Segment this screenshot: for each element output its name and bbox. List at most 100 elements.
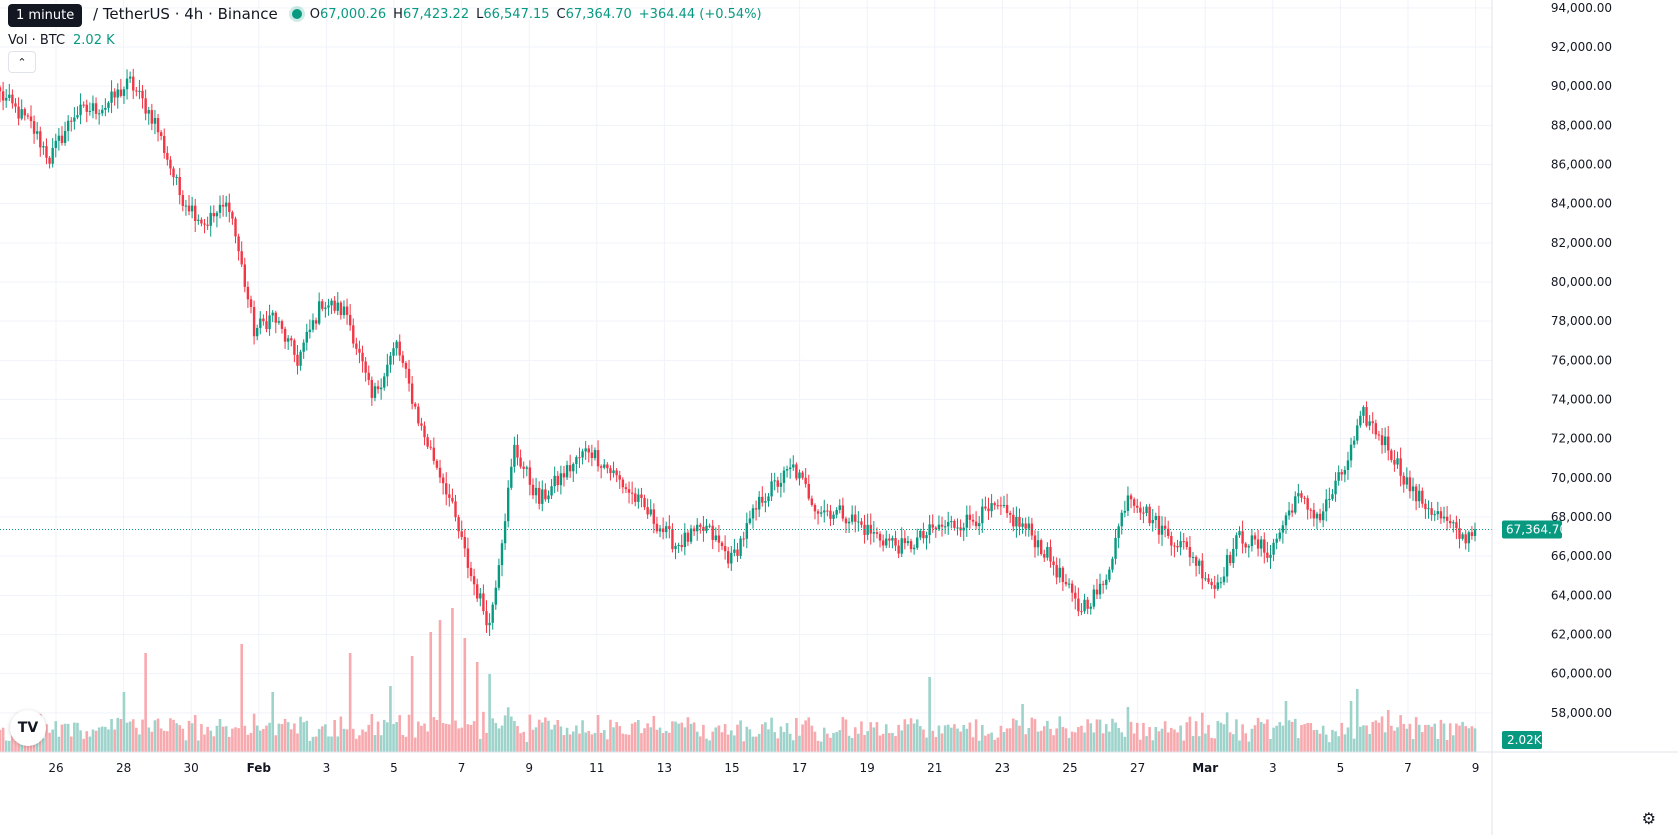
candle — [265, 310, 268, 333]
market-status-icon[interactable] — [291, 9, 302, 19]
collapse-legend-button[interactable]: ⌃ — [8, 51, 36, 73]
volume-bar — [258, 730, 262, 752]
candle — [410, 375, 414, 410]
candle-body — [692, 528, 696, 532]
volume-bar — [460, 727, 464, 752]
candle-body — [798, 472, 801, 479]
candle-body — [857, 521, 860, 523]
volume-bar — [788, 733, 792, 752]
candle-body — [296, 354, 299, 366]
candle — [333, 296, 336, 314]
volume-bar — [1448, 723, 1452, 752]
volume-bar — [209, 730, 213, 752]
candle — [1198, 558, 1201, 575]
candle-body — [1219, 582, 1223, 584]
candle — [414, 402, 417, 410]
candle — [590, 444, 594, 467]
volume-bar — [525, 741, 529, 752]
volume-bars — [0, 608, 1477, 752]
volume-bar — [903, 719, 907, 752]
volume-bar — [1393, 730, 1396, 752]
volume-bar — [417, 721, 420, 752]
candle-body — [1052, 561, 1055, 565]
volume-bar — [705, 738, 708, 752]
candle — [1356, 418, 1359, 445]
candle-body — [1101, 583, 1105, 585]
candle — [491, 602, 494, 630]
volume-bar — [218, 718, 222, 752]
volume-bar — [522, 731, 525, 752]
symbol-title[interactable]: / TetherUS · 4h · Binance — [93, 5, 278, 23]
candle — [903, 530, 907, 550]
volume-bar — [748, 729, 752, 752]
candle-body — [720, 542, 724, 547]
candle — [646, 498, 649, 519]
candle-body — [1387, 436, 1390, 451]
candle — [1117, 523, 1120, 549]
volume-bar — [689, 723, 693, 752]
time-tick-label: 7 — [1404, 761, 1412, 775]
candle — [1145, 504, 1148, 517]
volume-bar — [999, 725, 1003, 752]
candle-body — [60, 135, 64, 143]
volume-bar — [1430, 726, 1433, 752]
candle-body — [463, 536, 467, 549]
volume-bar — [509, 716, 513, 752]
candle — [1253, 532, 1257, 545]
candle-body — [141, 90, 144, 99]
candle-body — [184, 205, 188, 207]
candle-body — [1346, 460, 1350, 471]
volume-bar — [169, 718, 172, 752]
volume-bar — [193, 715, 197, 752]
candle-body — [881, 540, 885, 546]
candle-body — [745, 523, 748, 539]
volume-bar — [1176, 732, 1179, 752]
candle-body — [1241, 531, 1244, 544]
candle-body — [1077, 598, 1080, 612]
candle — [472, 568, 476, 596]
volume-bar — [1135, 722, 1139, 752]
candle-body — [311, 320, 315, 330]
volume-bar — [1331, 729, 1334, 752]
candle-body — [1247, 546, 1250, 548]
candle — [630, 481, 634, 505]
candle-body — [1334, 480, 1337, 495]
candle — [925, 531, 928, 550]
candle — [283, 326, 287, 349]
candle-body — [823, 510, 826, 513]
candle — [82, 101, 85, 108]
candle-body — [1269, 554, 1272, 558]
candle-body — [448, 494, 451, 498]
volume-bar — [1244, 733, 1247, 752]
settings-gear-icon[interactable]: ⚙ — [1641, 811, 1656, 828]
candle — [826, 503, 829, 517]
tradingview-logo[interactable]: TV — [10, 710, 46, 746]
candle-body — [541, 489, 544, 504]
time-tick-label: 5 — [1337, 761, 1345, 775]
candle — [996, 499, 999, 510]
candle-body — [1216, 582, 1220, 589]
candle-body — [1315, 513, 1319, 519]
candle — [91, 95, 95, 119]
candle-body — [1204, 578, 1207, 580]
candle — [637, 488, 640, 509]
low-value: L66,547.15 — [476, 6, 550, 22]
volume-legend[interactable]: Vol · BTC 2.02 K — [8, 33, 115, 48]
candle-body — [286, 338, 290, 342]
volume-bar — [1272, 727, 1275, 752]
candle — [1408, 470, 1412, 499]
volume-bar — [342, 728, 346, 752]
candle-body — [1194, 556, 1198, 566]
candle — [534, 477, 538, 504]
time-tick-label: 30 — [184, 761, 199, 775]
candle — [373, 382, 377, 402]
volume-bar — [1120, 732, 1124, 752]
volume-bar — [1027, 727, 1031, 752]
time-tick-label: 17 — [792, 761, 807, 775]
volume-bar — [987, 733, 990, 752]
candle-body — [1259, 539, 1263, 549]
candle — [937, 515, 941, 532]
volume-bar — [255, 725, 259, 752]
candle — [943, 520, 947, 534]
